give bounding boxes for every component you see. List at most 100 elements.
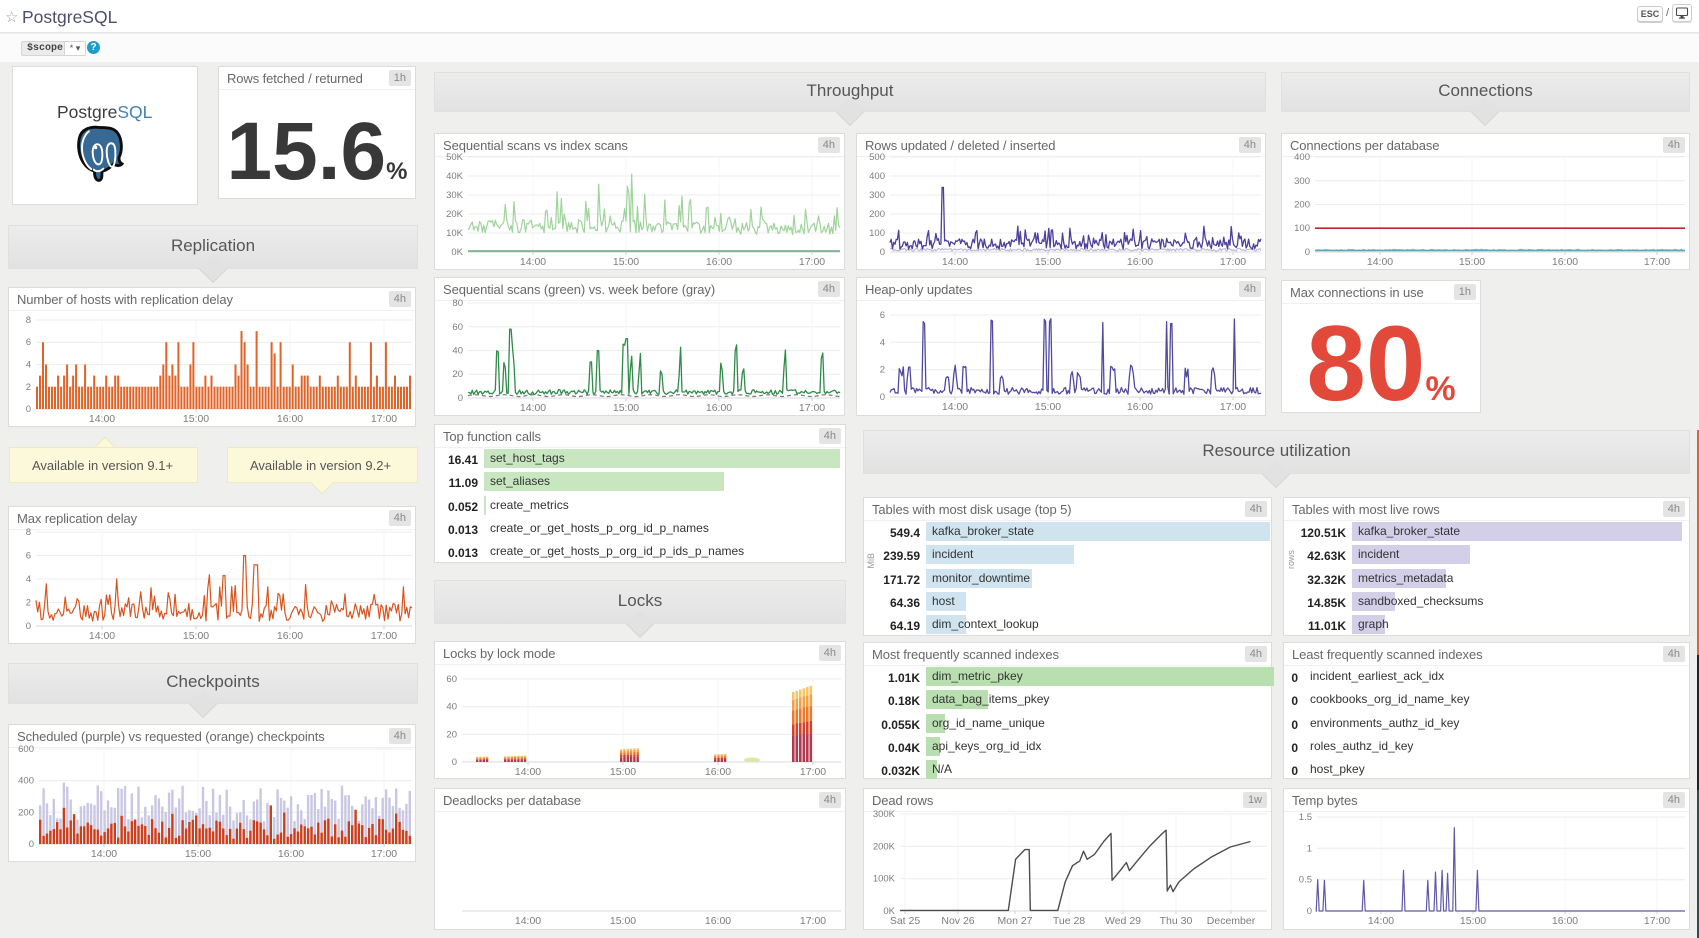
svg-text:17:00: 17:00 <box>799 402 825 414</box>
svg-text:8: 8 <box>26 315 31 326</box>
svg-text:0: 0 <box>1305 247 1310 258</box>
svg-text:20K: 20K <box>446 209 464 220</box>
svg-text:0: 0 <box>458 393 463 404</box>
svg-text:80: 80 <box>452 298 463 309</box>
svg-text:16:00: 16:00 <box>1127 256 1153 268</box>
svg-text:10K: 10K <box>446 228 464 239</box>
svg-text:15:00: 15:00 <box>1459 256 1485 268</box>
svg-text:8: 8 <box>26 527 31 538</box>
svg-text:14:00: 14:00 <box>91 848 117 860</box>
svg-text:6: 6 <box>880 310 885 321</box>
svg-text:0.5: 0.5 <box>1299 875 1312 886</box>
svg-text:600: 600 <box>18 744 34 755</box>
svg-text:100: 100 <box>869 228 885 239</box>
svg-text:1.5: 1.5 <box>1299 812 1312 823</box>
svg-text:16:00: 16:00 <box>1552 256 1578 268</box>
svg-text:40K: 40K <box>446 171 464 182</box>
svg-text:17:00: 17:00 <box>800 766 826 778</box>
svg-text:0: 0 <box>29 839 34 850</box>
svg-text:14:00: 14:00 <box>520 402 546 414</box>
svg-text:17:00: 17:00 <box>371 848 397 860</box>
svg-text:14:00: 14:00 <box>515 915 541 927</box>
svg-text:14:00: 14:00 <box>89 630 115 642</box>
svg-text:Wed 29: Wed 29 <box>1105 915 1141 927</box>
svg-text:0: 0 <box>26 621 31 632</box>
svg-text:Tue 28: Tue 28 <box>1053 915 1085 927</box>
svg-text:15:00: 15:00 <box>183 630 209 642</box>
svg-text:60: 60 <box>446 674 457 685</box>
svg-text:17:00: 17:00 <box>1644 256 1670 268</box>
svg-text:300: 300 <box>869 190 885 201</box>
svg-text:14:00: 14:00 <box>942 256 968 268</box>
svg-text:17:00: 17:00 <box>1220 256 1246 268</box>
svg-text:40: 40 <box>452 346 463 357</box>
svg-text:15:00: 15:00 <box>1460 915 1486 927</box>
svg-text:17:00: 17:00 <box>799 256 825 268</box>
svg-text:17:00: 17:00 <box>1220 401 1246 413</box>
svg-text:Mon 27: Mon 27 <box>997 915 1032 927</box>
svg-text:17:00: 17:00 <box>371 413 397 425</box>
svg-text:200: 200 <box>18 807 34 818</box>
svg-text:400: 400 <box>1294 152 1310 163</box>
svg-text:17:00: 17:00 <box>371 630 397 642</box>
svg-text:0: 0 <box>26 404 31 415</box>
svg-text:200: 200 <box>1294 200 1310 211</box>
svg-text:16:00: 16:00 <box>277 630 303 642</box>
svg-text:14:00: 14:00 <box>942 401 968 413</box>
svg-text:20: 20 <box>446 729 457 740</box>
svg-text:200: 200 <box>869 209 885 220</box>
svg-text:16:00: 16:00 <box>278 848 304 860</box>
svg-text:4: 4 <box>26 574 31 585</box>
svg-text:100K: 100K <box>873 874 896 885</box>
svg-text:6: 6 <box>26 337 31 348</box>
svg-text:16:00: 16:00 <box>1552 915 1578 927</box>
svg-text:1: 1 <box>1307 843 1312 854</box>
svg-text:4: 4 <box>880 337 885 348</box>
svg-text:20: 20 <box>452 369 463 380</box>
svg-text:16:00: 16:00 <box>705 766 731 778</box>
svg-text:14:00: 14:00 <box>1368 915 1394 927</box>
svg-text:15:00: 15:00 <box>183 413 209 425</box>
svg-text:400: 400 <box>869 171 885 182</box>
svg-text:50K: 50K <box>446 152 464 163</box>
svg-text:17:00: 17:00 <box>1644 915 1670 927</box>
svg-text:Thu 30: Thu 30 <box>1160 915 1193 927</box>
svg-text:16:00: 16:00 <box>705 915 731 927</box>
svg-text:30K: 30K <box>446 190 464 201</box>
svg-text:15:00: 15:00 <box>613 402 639 414</box>
svg-text:15:00: 15:00 <box>610 915 636 927</box>
svg-text:15:00: 15:00 <box>610 766 636 778</box>
svg-text:PostgreSQL: PostgreSQL <box>57 102 153 122</box>
svg-text:14:00: 14:00 <box>515 766 541 778</box>
svg-text:0: 0 <box>880 247 885 258</box>
svg-text:15:00: 15:00 <box>613 256 639 268</box>
svg-text:300K: 300K <box>873 809 896 820</box>
svg-text:Nov 26: Nov 26 <box>941 915 974 927</box>
svg-text:100: 100 <box>1294 223 1310 234</box>
svg-text:40: 40 <box>446 702 457 713</box>
svg-text:6: 6 <box>26 551 31 562</box>
svg-text:15:00: 15:00 <box>185 848 211 860</box>
svg-text:0: 0 <box>452 757 457 768</box>
svg-text:2: 2 <box>26 598 31 609</box>
svg-text:400: 400 <box>18 776 34 787</box>
svg-text:16:00: 16:00 <box>706 402 732 414</box>
svg-text:14:00: 14:00 <box>1367 256 1393 268</box>
svg-text:16:00: 16:00 <box>706 256 732 268</box>
svg-text:300: 300 <box>1294 176 1310 187</box>
svg-text:2: 2 <box>26 382 31 393</box>
svg-text:0K: 0K <box>451 247 463 258</box>
svg-text:0: 0 <box>1307 906 1312 917</box>
svg-text:14:00: 14:00 <box>520 256 546 268</box>
svg-text:0K: 0K <box>883 906 895 917</box>
svg-text:15:00: 15:00 <box>1035 401 1061 413</box>
svg-text:16:00: 16:00 <box>1127 401 1153 413</box>
svg-text:15:00: 15:00 <box>1035 256 1061 268</box>
svg-text:200K: 200K <box>873 841 896 852</box>
svg-text:16:00: 16:00 <box>277 413 303 425</box>
svg-text:0: 0 <box>880 392 885 403</box>
svg-text:Sat 25: Sat 25 <box>890 915 921 927</box>
svg-text:17:00: 17:00 <box>800 915 826 927</box>
svg-text:4: 4 <box>26 360 31 371</box>
svg-text:December: December <box>1207 915 1256 927</box>
